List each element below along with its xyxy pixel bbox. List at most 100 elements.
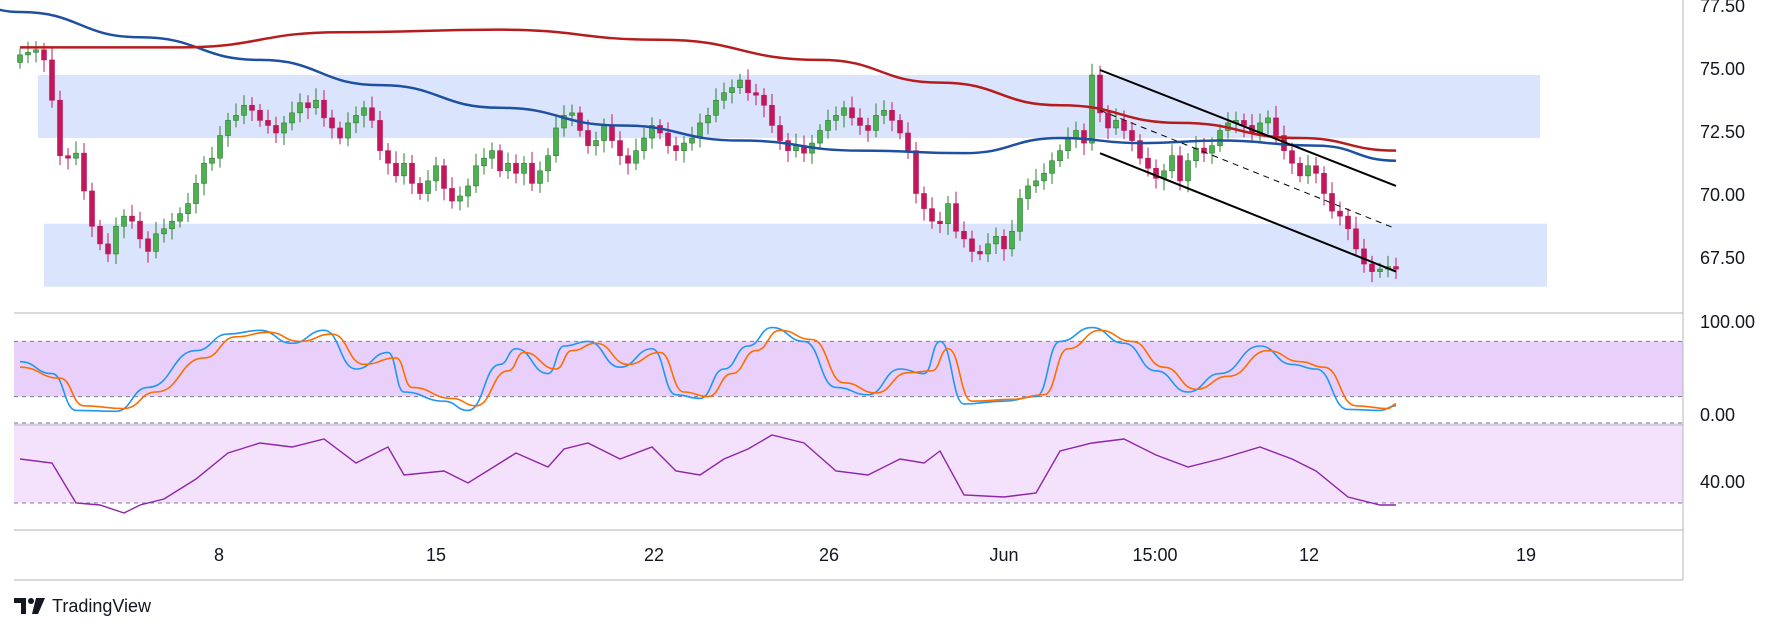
- candle: [785, 133, 791, 162]
- candle: [1313, 156, 1319, 184]
- candle: [1265, 110, 1271, 135]
- candle: [921, 186, 927, 221]
- time-axis[interactable]: 8 15 22 26 Jun 15:00 12 19: [214, 545, 1536, 565]
- price-zone-0: [38, 75, 1540, 139]
- time-tick-label: 15:00: [1132, 545, 1177, 565]
- stochastic-axis[interactable]: 100.00 0.00: [1700, 312, 1755, 425]
- candle: [161, 218, 167, 243]
- candle: [545, 148, 551, 183]
- candle: [633, 138, 639, 171]
- candle: [57, 90, 63, 166]
- candle: [49, 48, 55, 108]
- candle: [273, 116, 279, 144]
- candle: [153, 221, 159, 259]
- rsi-axis[interactable]: 40.00: [1700, 472, 1745, 492]
- candle: [129, 204, 135, 229]
- candle: [1353, 216, 1359, 256]
- candle: [969, 230, 975, 263]
- candle: [393, 151, 399, 183]
- candle: [1049, 152, 1055, 185]
- candle: [457, 186, 463, 211]
- candle: [345, 112, 351, 147]
- candle: [585, 119, 591, 154]
- candle: [1057, 144, 1063, 168]
- candle: [177, 207, 183, 228]
- candle: [1305, 155, 1311, 185]
- stochastic-k-line: [19, 326, 1397, 413]
- price-candles: [17, 41, 1399, 283]
- candle: [257, 104, 263, 127]
- moving-averages: [0, 8, 1397, 162]
- candle: [249, 97, 255, 122]
- candle: [489, 142, 495, 169]
- candle: [1041, 163, 1047, 190]
- candle: [1009, 219, 1015, 257]
- candle: [1137, 134, 1143, 165]
- candle: [1337, 201, 1343, 226]
- candle: [65, 148, 71, 170]
- candle: [953, 191, 959, 239]
- candle: [329, 109, 335, 139]
- tradingview-logo-icon: [14, 596, 46, 616]
- candle: [817, 124, 823, 150]
- candle: [769, 93, 775, 133]
- rsi-tick-label: 40.00: [1700, 472, 1745, 492]
- candle: [441, 158, 447, 201]
- candle: [89, 182, 95, 237]
- candle: [537, 161, 543, 193]
- candle: [849, 96, 855, 126]
- candle: [561, 105, 567, 137]
- candle: [1345, 208, 1351, 241]
- candle: [705, 107, 711, 135]
- candle: [833, 106, 839, 131]
- candle: [1369, 255, 1375, 283]
- candle: [1217, 124, 1223, 152]
- candle: [33, 41, 39, 63]
- candle: [1153, 159, 1159, 189]
- candle: [377, 110, 383, 161]
- candle: [281, 115, 287, 145]
- candle: [977, 245, 983, 261]
- candle: [481, 148, 487, 175]
- candle: [937, 211, 943, 234]
- candle: [113, 217, 119, 265]
- channel-lower-line[interactable]: [1099, 152, 1397, 273]
- candle: [121, 209, 127, 239]
- candle: [1201, 138, 1207, 162]
- candle: [929, 197, 935, 229]
- price-tick-label: 75.00: [1700, 59, 1745, 79]
- channel-mid-line[interactable]: [1099, 109, 1397, 230]
- candle: [369, 96, 375, 128]
- time-tick-label: 22: [644, 545, 664, 565]
- candle: [105, 233, 111, 263]
- tradingview-logo[interactable]: TradingView: [14, 593, 151, 619]
- candle: [857, 108, 863, 135]
- candle: [497, 144, 503, 178]
- candle: [993, 227, 999, 254]
- price-axis[interactable]: 77.50 75.00 72.50 70.00 67.50: [1700, 0, 1745, 268]
- candle: [209, 146, 215, 171]
- channel-upper-line[interactable]: [1099, 69, 1397, 187]
- candle: [265, 109, 271, 134]
- candle: [1017, 189, 1023, 241]
- candle: [777, 115, 783, 151]
- candle: [737, 73, 743, 94]
- time-tick-label: 8: [214, 545, 224, 565]
- logo-text: TradingView: [52, 595, 152, 616]
- candle: [897, 114, 903, 140]
- candle: [713, 88, 719, 123]
- candle: [529, 151, 535, 191]
- candle: [97, 219, 103, 251]
- price-tick-label: 77.50: [1700, 0, 1745, 16]
- candle: [569, 104, 575, 127]
- candle: [1289, 142, 1295, 174]
- time-tick-label: 15: [426, 545, 446, 565]
- candle: [17, 48, 23, 69]
- time-tick-label: 19: [1516, 545, 1536, 565]
- candle: [761, 88, 767, 118]
- chart-frame: [14, 0, 1684, 581]
- candle: [473, 153, 479, 193]
- candle: [513, 154, 519, 184]
- candle: [465, 178, 471, 208]
